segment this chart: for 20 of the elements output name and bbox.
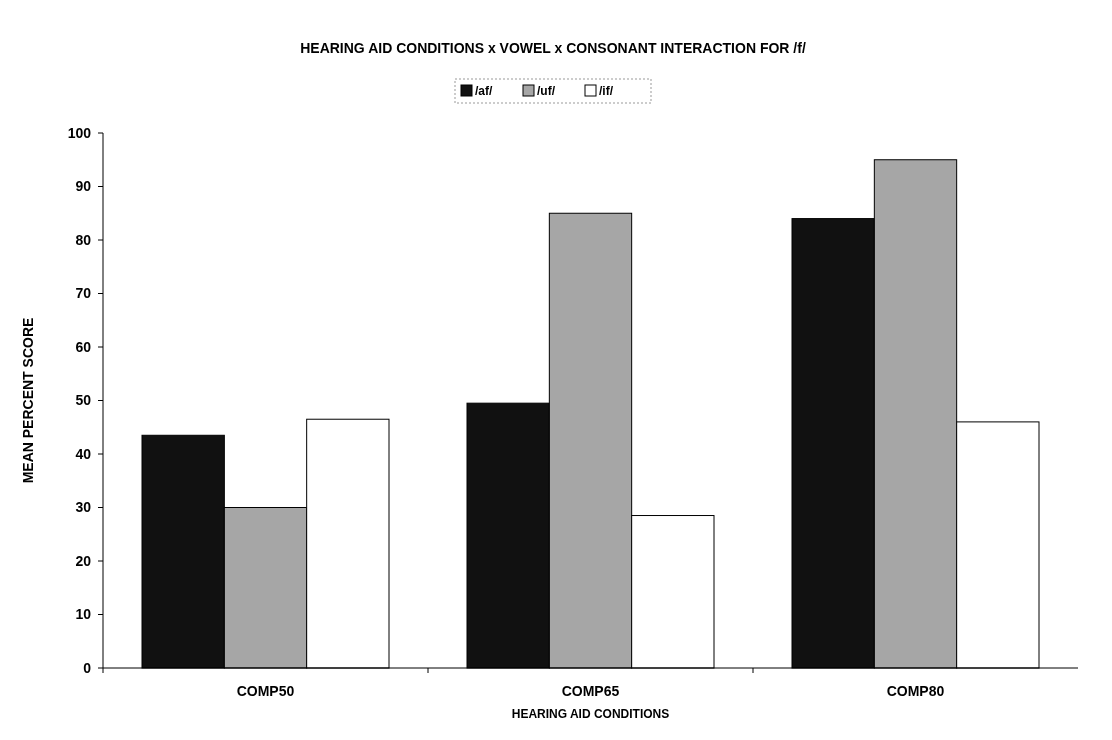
y-tick-label: 100 [67,124,92,141]
legend-label: /uf/ [537,84,556,98]
x-tick-label: COMP80 [886,683,945,699]
y-tick-label: 0 [83,659,92,676]
x-tick-label: COMP50 [236,683,295,699]
y-axis-title: MEAN PERCENT SCORE [20,317,36,484]
y-tick-label: 70 [75,285,92,302]
y-tick-label: 80 [75,231,92,248]
legend-label: /af/ [475,84,493,98]
y-tick-label: 90 [75,178,92,195]
y-tick-label: 60 [75,338,92,355]
y-tick-label: 40 [75,445,92,462]
x-axis-title: HEARING AID CONDITIONS [511,707,670,721]
y-tick-label: 20 [75,552,92,569]
y-tick-label: 50 [75,392,92,409]
y-tick-label: 10 [75,606,92,623]
x-tick-label: COMP65 [561,683,620,699]
y-tick-label: 30 [75,499,92,516]
legend-label: /if/ [599,84,614,98]
chart-title: HEARING AID CONDITIONS x VOWEL x CONSONANT INTERACTION FOR /f/ [300,40,806,56]
